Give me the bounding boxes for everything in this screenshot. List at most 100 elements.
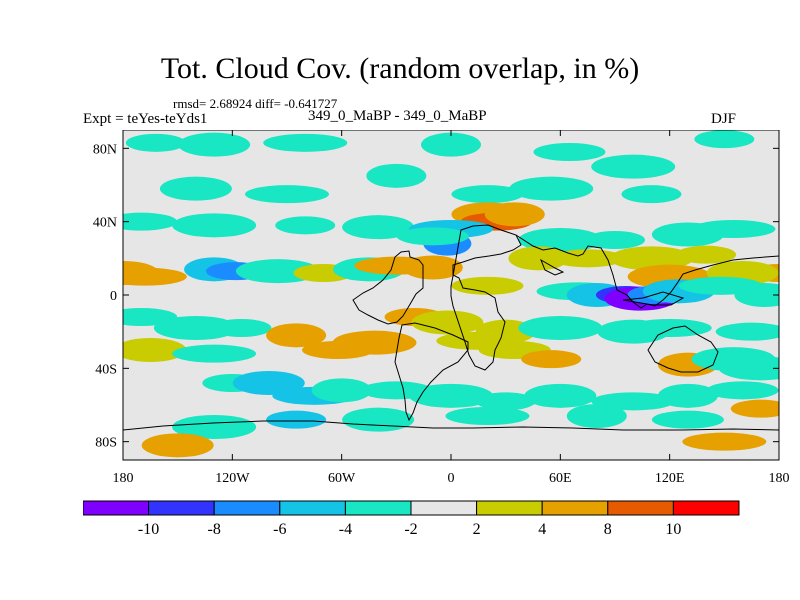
y-tick-label: 40S xyxy=(95,362,117,377)
colorbar-label: 8 xyxy=(604,521,612,538)
x-tick-label: 180 xyxy=(769,471,790,486)
contour-patch xyxy=(245,185,329,204)
y-tick-label: 40N xyxy=(93,216,117,231)
contour-patch xyxy=(585,231,645,249)
contour-patch xyxy=(715,322,779,341)
contour-patch xyxy=(275,216,336,235)
map-plot: 180 120W 60W 0 60E 120E 180 80N 40N 0 40S 80S xyxy=(93,130,790,486)
contour-patch xyxy=(396,227,469,246)
colorbar-label: -8 xyxy=(208,521,221,538)
contour-patch xyxy=(676,245,737,264)
contour-patch xyxy=(730,399,779,418)
contour-patch xyxy=(141,433,214,458)
colorbar-box xyxy=(344,500,412,516)
colorbar-box xyxy=(213,500,281,516)
y-tick-label: 80N xyxy=(93,142,117,157)
contour-patch xyxy=(172,213,257,238)
contour-patch xyxy=(211,319,272,337)
contour-patch xyxy=(153,316,238,340)
coastlines xyxy=(123,224,779,431)
x-tick-label: 120W xyxy=(215,471,250,486)
colorbar-label: -10 xyxy=(138,521,159,538)
contour-patch xyxy=(123,267,187,286)
contour-patch xyxy=(508,246,569,271)
colorbar: -10 -8 -6 -4 -2 2 4 8 10 xyxy=(83,500,740,538)
contour-patch xyxy=(734,283,779,307)
colorbar-box xyxy=(672,500,740,516)
contour-patch xyxy=(706,381,779,400)
contour-patch xyxy=(591,154,676,179)
contour-patch xyxy=(621,185,682,204)
contour-patch xyxy=(263,133,348,152)
contour-patch xyxy=(533,143,606,161)
colorbar-label: -2 xyxy=(404,521,417,538)
contour-patch xyxy=(509,176,594,201)
chart-title: Tot. Cloud Cov. (random overlap, in %) xyxy=(160,52,640,85)
x-tick-label: 120E xyxy=(655,471,685,486)
colorbar-label: 2 xyxy=(473,521,481,538)
colorbar-box xyxy=(541,500,609,516)
contour-patch xyxy=(682,432,767,451)
contour-patch xyxy=(123,212,178,231)
contour-patch xyxy=(518,316,603,340)
colorbar-box xyxy=(83,500,150,516)
contour-patch xyxy=(342,215,415,240)
coast-europe-africa xyxy=(450,224,522,371)
contour-patch xyxy=(609,246,694,271)
contour-patch xyxy=(266,410,327,429)
colorbar-box xyxy=(410,500,478,516)
colorbar-label: 10 xyxy=(665,521,681,538)
contour-patch xyxy=(409,383,493,408)
contour-patch xyxy=(445,407,530,425)
contour-patch xyxy=(518,228,603,252)
contour-patch xyxy=(402,255,463,280)
contour-patch xyxy=(311,378,372,403)
colorbar-box xyxy=(148,500,215,516)
x-tick-label: 180 xyxy=(113,471,134,486)
contour-patch xyxy=(178,132,251,157)
contour-patch xyxy=(332,330,417,355)
contour-patch xyxy=(651,410,724,429)
contour-patch xyxy=(484,202,545,227)
coast-antarctica xyxy=(123,420,779,431)
y-tick-label: 80S xyxy=(95,436,117,451)
contour-patch xyxy=(159,176,232,201)
contour-patch xyxy=(524,383,597,408)
y-tick-label: 0 xyxy=(110,289,117,304)
coast-indonesia xyxy=(622,291,685,306)
contour-patch xyxy=(521,350,582,369)
contour-patch xyxy=(421,132,481,157)
contour-patch xyxy=(566,404,627,428)
x-tick-label: 60E xyxy=(549,471,572,486)
contour-patch xyxy=(475,392,536,411)
colorbar-box xyxy=(476,500,543,516)
colorbar-label: -6 xyxy=(273,521,286,538)
stats-text: rmsd= 2.68924 diff= -0.641727 xyxy=(173,96,338,111)
contour-patch xyxy=(451,276,524,295)
contour-patch xyxy=(411,310,484,335)
contour-patch xyxy=(657,383,718,408)
coast-australia xyxy=(647,325,719,373)
contour-fields xyxy=(123,130,779,458)
x-tick-label: 60W xyxy=(328,471,356,486)
colorbar-box xyxy=(279,500,346,516)
coast-asia xyxy=(515,234,779,309)
colorbar-label: 4 xyxy=(538,521,546,538)
experiment-label: Expt = teYes-teYds1 xyxy=(83,111,208,127)
colorbar-label: -4 xyxy=(339,521,352,538)
contour-patch xyxy=(627,319,712,337)
coast-arabia xyxy=(540,258,565,276)
contour-patch xyxy=(718,356,779,381)
contour-patch xyxy=(694,130,755,149)
x-tick-label: 0 xyxy=(448,471,455,486)
contour-patch xyxy=(451,185,524,204)
contour-patch xyxy=(366,163,427,188)
coast-south-america xyxy=(394,322,469,422)
contour-patch xyxy=(232,371,305,395)
axis-ticks: 180 120W 60W 0 60E 120E 180 80N 40N 0 40S 80S xyxy=(93,130,790,486)
coast-north-america xyxy=(352,250,424,325)
season-label: DJF xyxy=(711,111,737,127)
contour-patch xyxy=(266,323,327,348)
contour-patch xyxy=(691,220,776,238)
colorbar-box xyxy=(607,500,674,516)
